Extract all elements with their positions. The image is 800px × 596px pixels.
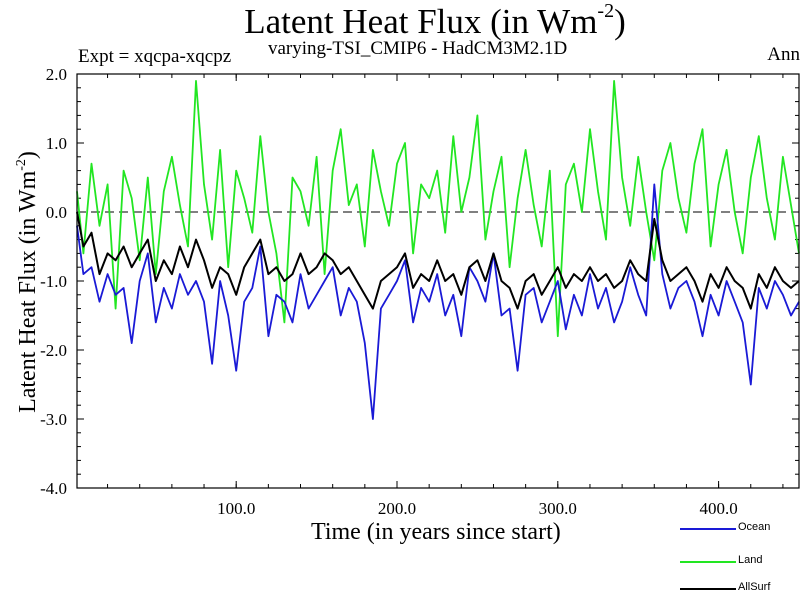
x-tick-label: 300.0 bbox=[539, 499, 577, 518]
legend-swatch-allsurf bbox=[680, 588, 736, 590]
legend-swatch-ocean bbox=[680, 528, 736, 530]
x-tick-label: 200.0 bbox=[378, 499, 416, 518]
legend-label-ocean: Ocean bbox=[738, 521, 771, 533]
legend-label-allsurf: AllSurf bbox=[738, 581, 771, 593]
y-tick-label: 0.0 bbox=[46, 203, 67, 222]
legend-swatch-land bbox=[680, 561, 736, 563]
chart-subtitle: varying-TSI_CMIP6 - HadCM3M2.1D bbox=[268, 38, 568, 59]
y-tick-label: -4.0 bbox=[40, 479, 67, 498]
series-line-land bbox=[76, 80, 800, 338]
series-line-ocean bbox=[76, 183, 800, 420]
x-tick-label: 400.0 bbox=[699, 499, 737, 518]
y-tick-label: 1.0 bbox=[46, 134, 67, 153]
season-label: Ann bbox=[767, 44, 800, 65]
y-tick-label: -3.0 bbox=[40, 410, 67, 429]
series-line-allsurf bbox=[76, 211, 800, 310]
x-axis-label: Time (in years since start) bbox=[311, 519, 561, 545]
experiment-label: Expt = xqcpa-xqcpz bbox=[78, 46, 232, 67]
chart-title: Latent Heat Flux (in Wm-2) bbox=[244, 0, 626, 41]
y-tick-label: -1.0 bbox=[40, 272, 67, 291]
y-tick-label: 2.0 bbox=[46, 65, 67, 84]
plot-frame bbox=[76, 73, 800, 489]
y-tick-label: -2.0 bbox=[40, 341, 67, 360]
x-tick-label: 100.0 bbox=[217, 499, 255, 518]
legend-label-land: Land bbox=[738, 554, 763, 566]
